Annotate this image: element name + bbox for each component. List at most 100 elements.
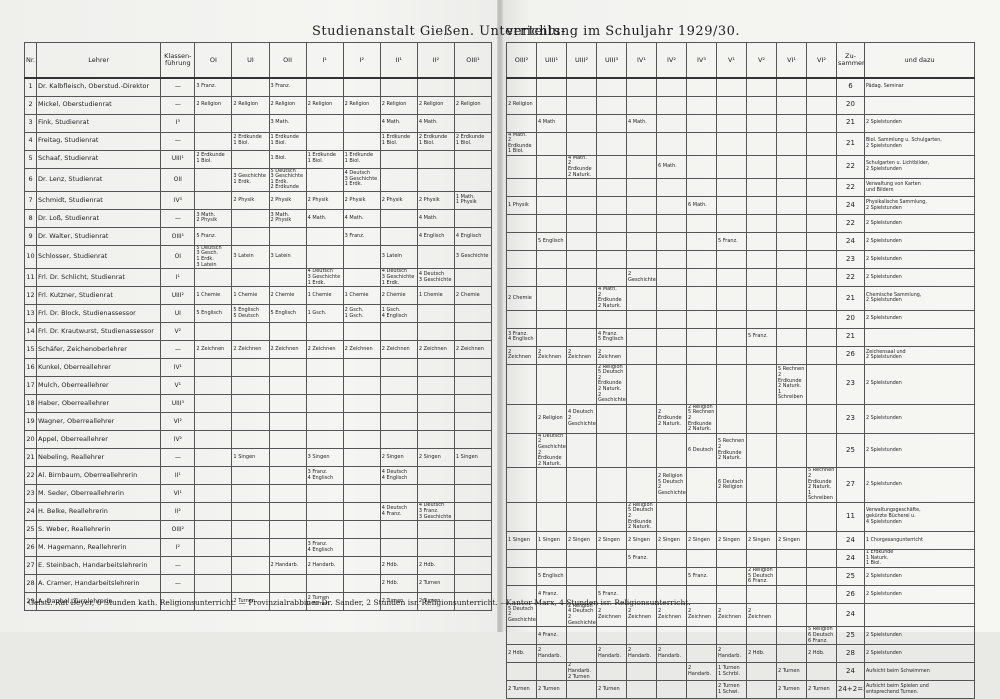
lesson-cell [536, 309, 567, 329]
teacher-row-right: 2 Religion 5 Deutsch 2 Erdkunde 2 Naturk… [506, 501, 975, 532]
extra-duties [864, 95, 975, 115]
lesson-cell: 2 Zeichnen [379, 340, 418, 360]
lesson-cell: 5 Englisch [194, 304, 233, 324]
class-lead: OIII² [160, 520, 196, 540]
hours-total: 23 [836, 403, 865, 434]
class-lead: OI [160, 244, 196, 270]
extra-duties: 2 Spielstunden [864, 403, 975, 434]
lesson-cell: 5 Rechnen 2 Erdkunde 2 Naturk. 1 Schreib… [776, 363, 807, 405]
lesson-cell [506, 232, 537, 252]
lesson-cell [716, 154, 747, 180]
teacher-row-right: 5 Deutsch 2 Geschichte 2 Religion 4 Deuts… [506, 602, 975, 628]
hours-total: 23 [836, 363, 865, 405]
hours-total: 24 [836, 196, 865, 216]
lesson-cell [806, 232, 837, 252]
lesson-cell [806, 363, 837, 405]
lesson-cell [686, 584, 717, 604]
lesson-cell [596, 178, 627, 198]
lesson-cell [596, 196, 627, 216]
lesson-cell [806, 95, 837, 115]
extra-duties: 2 Spielstunden [864, 113, 975, 133]
hours-total: 20 [836, 309, 865, 329]
teacher-name: A. Cramer, Handarbeitslehrerin [36, 574, 162, 594]
teacher-row-right: 5 Englisch 5 Franz. 24 2 Spielstunden [506, 232, 975, 252]
lesson-cell [506, 403, 537, 434]
lesson-cell: 2 Zeichnen [536, 345, 567, 365]
lesson-cell [566, 566, 597, 586]
extra-duties: 2 Spielstunden [864, 250, 975, 270]
lesson-cell: 2 Erdkunde 1 Biol. [453, 131, 493, 151]
lesson-cell [305, 322, 344, 342]
lesson-cell [416, 149, 455, 169]
teacher-row-left: 28 A. Cramer, Handarbeitslehrerin — 2 Hdb. 2… [23, 574, 493, 594]
lesson-cell [686, 309, 717, 329]
class-lead: — [160, 208, 196, 228]
lesson-cell [806, 345, 837, 365]
class-lead: OII [160, 167, 196, 192]
lesson-cell: 2 Religion [536, 403, 567, 434]
lesson-cell: 1 Physik [506, 196, 537, 216]
row-number: 20 [23, 430, 38, 450]
lesson-cell: 3 Franz. [342, 226, 381, 246]
class-lead: II¹ [160, 466, 196, 486]
lesson-cell [776, 403, 807, 434]
lesson-cell: 6 Math. [656, 154, 687, 180]
teacher-row-right: 5 Englisch 5 Franz. 2 Religion 5 Deutsch 6… [506, 566, 975, 586]
column-header: UIII² [566, 42, 597, 79]
title-left: Studienanstalt Gießen. Unterrichts- [312, 24, 566, 39]
lesson-cell [416, 167, 455, 192]
lesson-cell [536, 178, 567, 198]
teacher-row-left: 12 Frl. Kutzner, Studienrat UIII² 1 Chemie 1… [23, 286, 493, 306]
lesson-cell [656, 363, 687, 405]
teacher-row-left: 15 Schäfer, Zeichenoberlehrer —2 Zeichnen 2… [23, 340, 493, 360]
teacher-name: Dr. Kalbfleisch, Oberstud.-Direktor [36, 77, 162, 97]
hours-total: 27 [836, 467, 865, 503]
lesson-cell [686, 680, 717, 699]
lesson-cell [342, 520, 381, 540]
lesson-cell [746, 95, 777, 115]
lesson-cell [776, 548, 807, 568]
lesson-cell: 2 Turnen [776, 680, 807, 699]
lesson-cell: 4 Math. [626, 113, 657, 133]
lesson-cell: 2 Singen [656, 530, 687, 550]
lesson-cell: 3 Franz. [268, 77, 307, 97]
teacher-row-left: 7 Schmidt, Studienrat IV³ 2 Physik 2 Physik 2… [23, 190, 493, 210]
class-lead: — [160, 95, 196, 115]
lesson-cell: 1 Math. 1 Physik [453, 190, 493, 210]
teacher-row-right: 2 Turnen 2 Turnen 2 Turnen 2 Turnen 1 Schwi… [506, 680, 975, 699]
lesson-cell [268, 268, 307, 288]
lesson-cell [686, 178, 717, 198]
teacher-name: Kunkel, Oberreallehrer [36, 358, 162, 378]
teacher-row-right: 2 Zeichnen 2 Zeichnen 2 Zeichnen 2 Zeichnen… [506, 345, 975, 365]
lesson-cell [716, 501, 747, 532]
lesson-cell [746, 77, 777, 97]
lesson-cell [506, 77, 537, 97]
hours-total: 26 [836, 584, 865, 604]
lesson-cell [716, 626, 747, 646]
teacher-row-left: 2 Mickel, Oberstudienrat —2 Religion 2 Reli… [23, 95, 493, 115]
lesson-cell: 1 Erdkunde 1 Biol. [268, 131, 307, 151]
teacher-row-right: 4 Math. 2 Erdkunde 1 Biol. 21 Biol. Sammlu… [506, 131, 975, 156]
lesson-cell: 2 Chemie [268, 286, 307, 306]
teacher-row-left: 18 Haber, Oberreallehrer UIII³ [23, 394, 493, 414]
column-header: IV² [656, 42, 687, 79]
lesson-cell [453, 538, 493, 558]
lesson-cell [506, 432, 537, 469]
lesson-cell [566, 286, 597, 311]
extra-duties: 2 Spielstunden [864, 584, 975, 604]
class-lead: IV³ [160, 190, 196, 210]
lesson-cell [746, 113, 777, 133]
lesson-cell: 4 Deutsch 2 Geschichte [566, 403, 597, 434]
lesson-cell [342, 448, 381, 468]
lesson-cell [686, 77, 717, 97]
lesson-cell: 5 Deutsch 3 Geschichte 1 Erdk. 2 Erdkund… [268, 167, 307, 192]
lesson-cell [716, 327, 747, 347]
lesson-cell: 2 Chemie [453, 286, 493, 306]
class-lead: II² [160, 502, 196, 522]
lesson-cell: 3 Franz. [194, 77, 233, 97]
teacher-name: Mulch, Oberreallehrer [36, 376, 162, 396]
lesson-cell [566, 467, 597, 503]
lesson-cell: 3 Franz. 4 Englisch [506, 327, 537, 347]
lesson-cell [342, 430, 381, 450]
